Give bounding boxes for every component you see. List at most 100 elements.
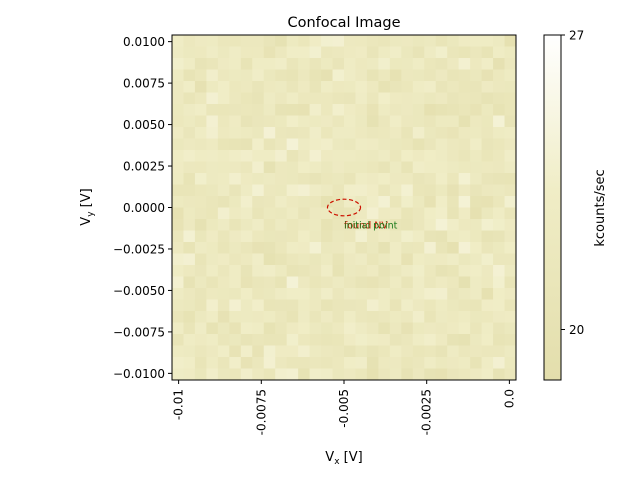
heatmap-cell xyxy=(206,58,219,70)
heatmap-cell xyxy=(194,345,207,358)
heatmap-cell xyxy=(252,311,265,323)
heatmap-cell xyxy=(206,219,219,231)
heatmap-cell xyxy=(321,92,333,105)
heatmap-cell xyxy=(470,299,482,312)
heatmap-cell xyxy=(470,161,482,174)
heatmap-cell xyxy=(309,253,322,266)
heatmap-cell xyxy=(275,46,288,59)
heatmap-cell xyxy=(493,58,505,70)
heatmap-cell xyxy=(378,150,391,162)
heatmap-cell xyxy=(286,92,299,105)
heatmap-cell xyxy=(424,115,437,128)
heatmap-cell xyxy=(321,184,333,197)
heatmap-cell xyxy=(275,322,288,335)
heatmap-cell xyxy=(435,357,448,369)
heatmap-cell xyxy=(412,150,425,162)
heatmap-cell xyxy=(183,46,196,59)
heatmap-cell xyxy=(309,207,322,220)
heatmap-cell xyxy=(298,161,310,174)
heatmap-cell xyxy=(309,104,322,116)
heatmap-cell xyxy=(309,138,322,151)
heatmap-cell xyxy=(401,173,414,185)
heatmap-cell xyxy=(504,219,517,231)
heatmap-cell xyxy=(183,207,196,220)
heatmap-cell xyxy=(504,161,517,174)
heatmap-cell xyxy=(229,253,242,266)
heatmap-cell xyxy=(435,322,448,335)
heatmap-cell xyxy=(435,265,448,277)
heatmap-cell xyxy=(321,150,333,162)
heatmap-cell xyxy=(389,265,402,277)
heatmap-cell xyxy=(229,161,242,174)
heatmap-cell xyxy=(263,138,276,151)
heatmap-cell xyxy=(355,35,368,47)
heatmap-cell xyxy=(252,92,265,105)
heatmap-cell xyxy=(481,104,494,116)
heatmap-cell xyxy=(298,345,310,358)
heatmap-cell xyxy=(355,253,368,266)
heatmap-cell xyxy=(217,219,230,231)
heatmap-cell xyxy=(344,322,356,335)
heatmap-cell xyxy=(229,69,242,82)
heatmap-cell xyxy=(194,184,207,197)
heatmap-cell xyxy=(447,104,460,116)
heatmap-cell xyxy=(252,115,265,128)
heatmap-cell xyxy=(435,138,448,151)
heatmap-cell xyxy=(447,242,460,254)
heatmap-cell xyxy=(229,276,242,289)
heatmap-cell xyxy=(206,46,219,59)
heatmap-cell xyxy=(183,115,196,128)
heatmap-cell xyxy=(447,253,460,266)
heatmap-cell xyxy=(275,35,288,47)
heatmap-cell xyxy=(321,35,333,47)
heatmap-cell xyxy=(240,196,253,208)
heatmap-cell xyxy=(206,288,219,300)
heatmap-cell xyxy=(240,127,253,139)
heatmap-cell xyxy=(470,196,482,208)
heatmap-cell xyxy=(172,219,184,231)
heatmap-cell xyxy=(401,357,414,369)
heatmap-cell xyxy=(309,345,322,358)
heatmap-cell xyxy=(424,127,437,139)
heatmap-cell xyxy=(481,368,494,381)
heatmap-cell xyxy=(344,127,356,139)
chart-title: Confocal Image xyxy=(287,15,400,31)
heatmap-cell xyxy=(240,288,253,300)
heatmap-cell xyxy=(378,173,391,185)
heatmap-cell xyxy=(435,230,448,243)
heatmap-cell xyxy=(309,276,322,289)
heatmap-cell xyxy=(401,35,414,47)
heatmap-cell xyxy=(412,69,425,82)
x-axis-label: Vx [V] xyxy=(325,450,362,467)
heatmap-cell xyxy=(183,69,196,82)
heatmap-cell xyxy=(263,69,276,82)
heatmap-cell xyxy=(355,265,368,277)
heatmap-cell xyxy=(378,368,391,381)
heatmap-cell xyxy=(493,334,505,346)
heatmap-cell xyxy=(344,334,356,346)
heatmap-cell xyxy=(332,334,345,346)
heatmap-cell xyxy=(493,150,505,162)
heatmap-cell xyxy=(504,115,517,128)
heatmap-cell xyxy=(275,150,288,162)
heatmap-cell xyxy=(194,58,207,70)
heatmap-cell xyxy=(378,104,391,116)
heatmap-cell xyxy=(412,173,425,185)
heatmap-cell xyxy=(355,81,368,93)
heatmap-cell xyxy=(172,150,184,162)
heatmap-cell xyxy=(344,138,356,151)
heatmap-cell xyxy=(447,35,460,47)
heatmap-cell xyxy=(493,173,505,185)
heatmap-cell xyxy=(481,46,494,59)
heatmap-cell xyxy=(172,184,184,197)
heatmap-cell xyxy=(447,196,460,208)
heatmap-cell xyxy=(424,368,437,381)
heatmap-cell xyxy=(332,276,345,289)
heatmap-cell xyxy=(424,334,437,346)
heatmap-cell xyxy=(493,92,505,105)
heatmap-cell xyxy=(366,46,379,59)
heatmap-cell xyxy=(344,46,356,59)
heatmap-cell xyxy=(332,196,345,208)
heatmap-cell xyxy=(447,58,460,70)
heatmap-cell xyxy=(378,207,391,220)
